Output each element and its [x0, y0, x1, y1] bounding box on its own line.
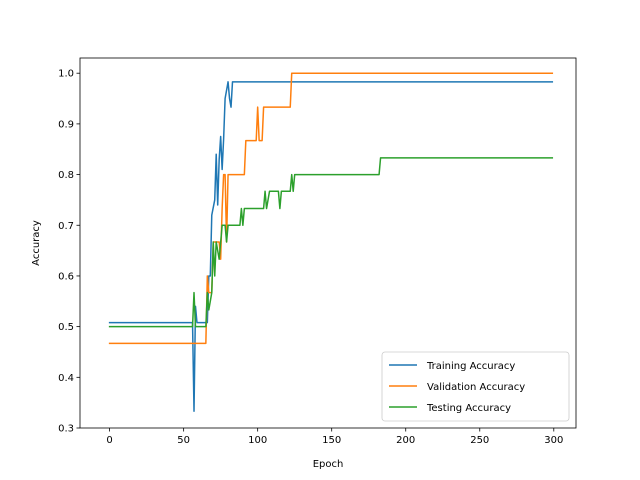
- x-tick-label: 100: [248, 435, 267, 446]
- y-tick-label: 0.5: [58, 322, 74, 333]
- x-tick-label: 300: [544, 435, 563, 446]
- legend-label-1: Training Accuracy: [426, 361, 515, 372]
- y-axis-ticks: 0.3 0.4 0.5 0.6 0.7 0.8 0.9 1.0: [58, 69, 80, 435]
- y-tick-label: 0.9: [58, 119, 74, 130]
- y-tick-label: 0.4: [58, 373, 74, 384]
- y-tick-label: 0.8: [58, 170, 74, 181]
- legend: Training Accuracy Validation Accuracy Test…: [381, 351, 570, 422]
- x-tick-label: 0: [106, 435, 112, 446]
- y-tick-label: 0.3: [58, 424, 74, 435]
- series-line-3: [108, 157, 554, 328]
- axes-frame: [79, 57, 577, 429]
- plot-lines: [108, 72, 554, 413]
- x-axis-label: Epoch: [313, 459, 344, 470]
- legend-label-2: Validation Accuracy: [427, 382, 525, 393]
- y-tick-label: 0.6: [58, 271, 74, 282]
- series-line-1: [108, 81, 554, 413]
- x-tick-label: 50: [177, 435, 190, 446]
- y-axis-label: Accuracy: [31, 220, 42, 266]
- x-tick-label: 250: [470, 435, 489, 446]
- x-tick-label: 200: [396, 435, 415, 446]
- y-tick-label: 0.7: [58, 221, 74, 232]
- legend-label-3: Testing Accuracy: [426, 403, 511, 414]
- x-tick-label: 150: [322, 435, 341, 446]
- legend-box: [381, 351, 570, 422]
- y-tick-label: 1.0: [58, 69, 74, 80]
- x-axis-ticks: 0 50 100 150 200 250 300: [106, 428, 563, 446]
